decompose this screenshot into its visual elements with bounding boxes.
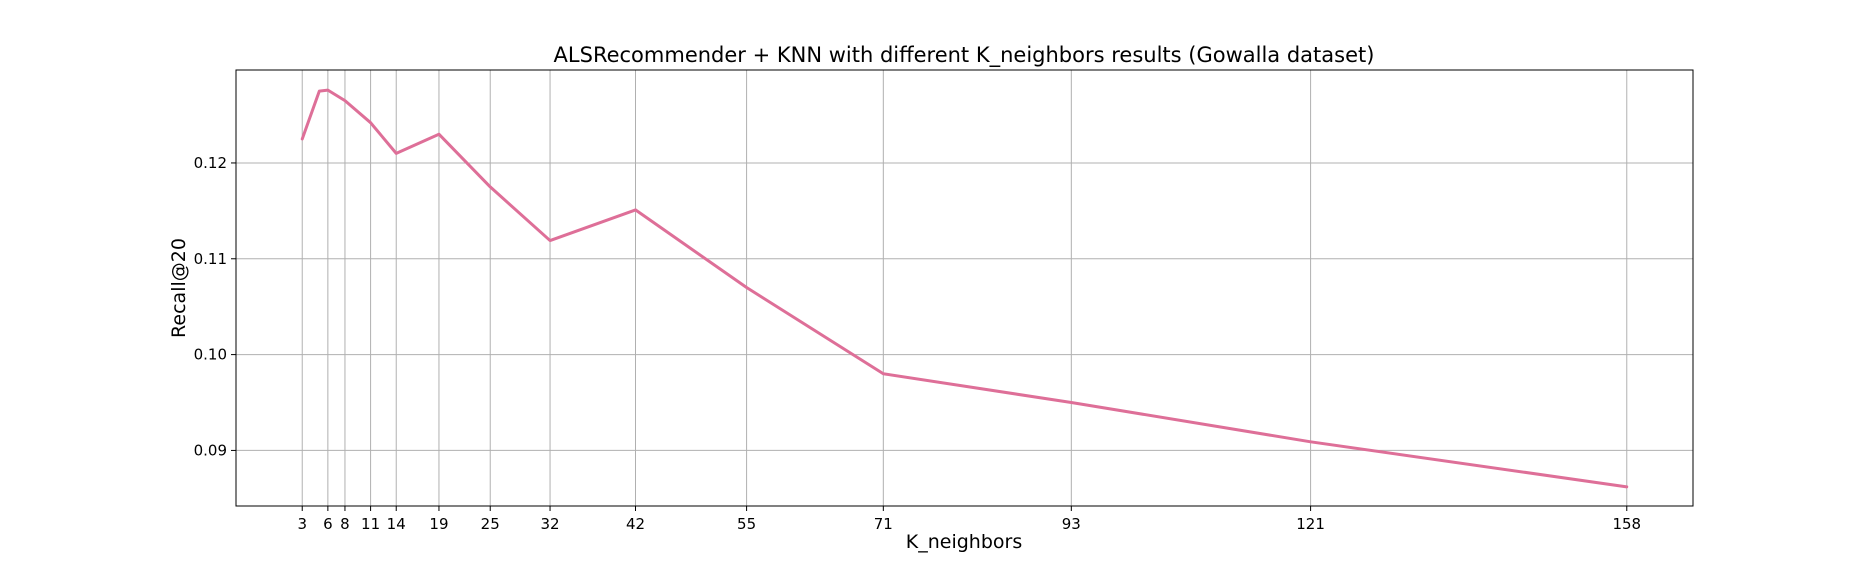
x-tick-label: 93: [1062, 515, 1081, 533]
x-tick-label: 14: [387, 515, 406, 533]
series-layer: [300, 88, 1629, 489]
x-tick-label: 11: [361, 515, 380, 533]
x-tick-label: 19: [429, 515, 448, 533]
y-tick-label: 0.10: [194, 346, 227, 364]
tick-layer: 3 6 8 11 14 19 25 32 42 55 71 93 121 158 0.09 0.10 0.11 0…: [194, 154, 1641, 533]
series-line: [300, 88, 1629, 489]
y-axis-title: Recall@20: [168, 238, 190, 338]
x-tick-label: 158: [1612, 515, 1641, 533]
x-tick-label: 55: [737, 515, 756, 533]
y-tick-label: 0.11: [194, 250, 227, 268]
y-tick-label: 0.09: [194, 441, 227, 459]
x-tick-label: 121: [1296, 515, 1325, 533]
plot-frame: [235, 69, 1694, 507]
chart-title: ALSRecommender + KNN with different K_ne…: [554, 43, 1375, 68]
x-tick-label: 6: [323, 515, 333, 533]
x-tick-label: 32: [540, 515, 559, 533]
grid-lines: [236, 70, 1693, 506]
x-tick-label: 3: [297, 515, 307, 533]
x-tick-label: 42: [626, 515, 645, 533]
y-tick-label: 0.12: [194, 154, 227, 172]
x-tick-label: 8: [340, 515, 350, 533]
x-tick-label: 71: [874, 515, 893, 533]
x-axis-title: K_neighbors: [906, 531, 1022, 553]
x-tick-label: 25: [481, 515, 500, 533]
